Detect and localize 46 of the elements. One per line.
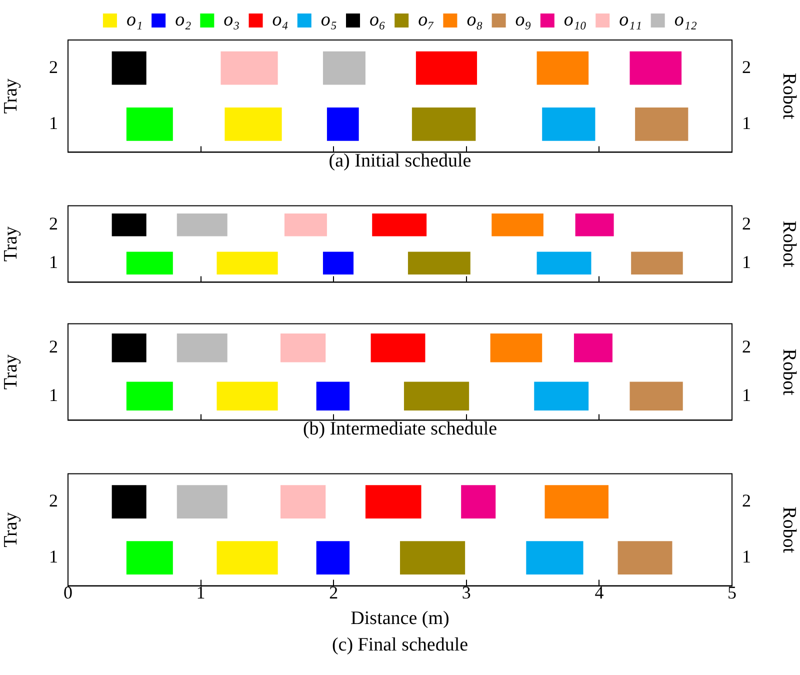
x-tick-label: 1 xyxy=(196,582,206,602)
category-label: 1 xyxy=(742,112,751,133)
y-tick-label: 1 xyxy=(49,546,58,567)
text: (a) Initial schedule xyxy=(328,150,472,172)
y2-axis-title: Robot xyxy=(778,220,800,268)
category-label: 1 xyxy=(742,546,751,567)
legend-label: o₁₀ xyxy=(564,10,587,30)
x-tick-label: 4 xyxy=(594,582,604,602)
y-axis-title: Tray xyxy=(0,354,22,390)
legend-label: o₂ xyxy=(175,10,192,30)
legend-label: o₆ xyxy=(369,10,386,30)
text: (b) Intermediate schedule xyxy=(302,418,498,440)
y-tick-label: 2 xyxy=(49,214,58,234)
y-axis-title: Tray xyxy=(0,512,22,548)
x-tick-label: 0 xyxy=(64,582,72,602)
y2-axis-title: Robot xyxy=(778,72,800,120)
category-label: 2 xyxy=(742,56,751,77)
x-tick-label: 3 xyxy=(462,582,471,602)
legend-label: o₇ xyxy=(418,10,435,30)
x-tick-label: 5 xyxy=(728,582,736,602)
category-label: 2 xyxy=(742,336,751,357)
legend-label: o₁₁ xyxy=(619,10,642,30)
x-axis-title: Distance (m) xyxy=(350,608,450,629)
y2-axis-title: Robot xyxy=(778,506,800,554)
y-tick-label: 2 xyxy=(49,490,58,511)
y-tick-label: 1 xyxy=(49,252,58,272)
category-label: 2 xyxy=(742,490,751,511)
category-label: 1 xyxy=(742,384,751,405)
legend-label: o₈ xyxy=(466,10,483,30)
y-tick-label: 2 xyxy=(49,336,58,357)
category-label: 2 xyxy=(742,214,751,234)
y2-axis-title: Robot xyxy=(778,348,800,396)
y-axis-title: Tray xyxy=(0,78,22,114)
legend-label: o₁₂ xyxy=(674,10,698,30)
y-tick-label: 1 xyxy=(49,112,58,133)
legend-label: o₁ xyxy=(126,10,143,30)
legend-label: o₄ xyxy=(272,10,288,30)
x-tick-label: 2 xyxy=(329,582,338,602)
y-axis-title: Tray xyxy=(0,226,22,262)
text: (c) Final schedule xyxy=(332,634,468,656)
category-label: 1 xyxy=(742,252,751,272)
y-tick-label: 1 xyxy=(49,384,58,405)
y-tick-label: 2 xyxy=(49,56,58,77)
legend-label: o₉ xyxy=(515,10,532,30)
legend-label: o₅ xyxy=(320,10,337,30)
legend-label: o₃ xyxy=(224,10,240,30)
